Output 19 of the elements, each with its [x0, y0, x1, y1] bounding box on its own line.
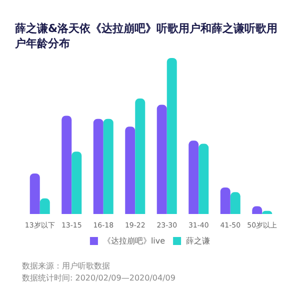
bar — [72, 152, 82, 214]
bar — [188, 140, 199, 214]
bar — [166, 58, 177, 214]
text: 数据统计时间: 2020/02/09—2020/04/09 — [22, 274, 176, 282]
source-note: 数据来源：用户听歌数据 — [22, 262, 110, 270]
chart-title: 薛之谦&洛天依《达拉崩吧》听歌用户和薛之谦听歌用户年龄分布 — [14, 22, 278, 50]
bar — [103, 118, 114, 214]
bar — [93, 118, 104, 214]
bar — [62, 116, 72, 214]
bar — [156, 104, 167, 214]
bar — [135, 98, 146, 214]
bar — [30, 173, 40, 214]
bar — [40, 198, 50, 214]
bar — [220, 187, 230, 214]
bar — [198, 144, 209, 214]
bar — [230, 192, 240, 214]
legend-label: 薛之谦 — [186, 236, 210, 246]
bar — [125, 126, 136, 214]
legend-label: 《达拉崩吧》live — [102, 236, 166, 246]
